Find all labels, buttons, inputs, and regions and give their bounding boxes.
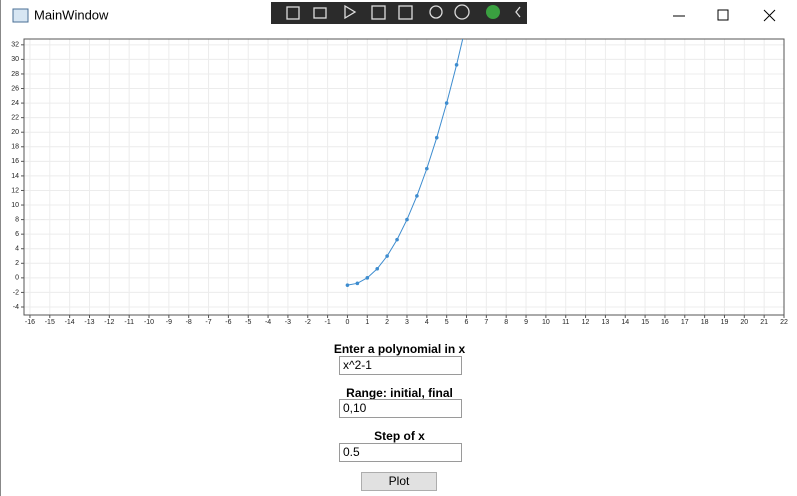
x-tick-label: -13 xyxy=(84,319,94,326)
app-icon xyxy=(12,8,29,23)
y-tick-label: 24 xyxy=(11,100,19,107)
x-tick-label: 21 xyxy=(760,319,768,326)
marker xyxy=(395,237,399,242)
x-tick-label: 6 xyxy=(465,319,469,326)
window-title: MainWindow xyxy=(34,7,109,22)
y-tick-label: 14 xyxy=(11,173,19,180)
marker xyxy=(375,266,380,271)
chart: MainWindow -4-20246810121416182022242628… xyxy=(11,2,788,326)
x-tick-label: -7 xyxy=(205,319,211,326)
x-tick-label: -3 xyxy=(285,319,291,326)
x-tick-label: 4 xyxy=(425,319,429,326)
y-tick-label: 26 xyxy=(11,85,19,92)
x-tick-label: 17 xyxy=(681,319,689,326)
marker xyxy=(345,283,350,287)
y-tick-label: 18 xyxy=(11,144,19,151)
x-tick-label: -14 xyxy=(65,319,75,326)
x-tick-label: 19 xyxy=(721,319,729,326)
close-button[interactable] xyxy=(763,9,776,22)
polynomial-label: Enter a polynomial in x xyxy=(333,342,466,356)
y-tick-label: 2 xyxy=(15,260,19,267)
x-tick-label: -16 xyxy=(25,319,35,326)
y-tick-label: 12 xyxy=(11,187,19,194)
x-tick-label: -9 xyxy=(166,319,172,326)
marker xyxy=(415,194,419,198)
marker xyxy=(444,101,449,105)
x-tick-label: 10 xyxy=(542,319,550,326)
maximize-button[interactable] xyxy=(717,9,729,21)
marker xyxy=(434,135,439,140)
x-tick-label: 12 xyxy=(582,319,590,326)
y-tick-label: 32 xyxy=(11,42,19,49)
x-tick-label: -15 xyxy=(45,319,55,326)
x-tick-label: -10 xyxy=(144,319,154,326)
plot-button[interactable]: Plot xyxy=(361,472,437,491)
marker xyxy=(355,281,360,286)
y-tick-label: 6 xyxy=(15,231,19,238)
x-tick-label: 3 xyxy=(405,319,409,326)
toolbar-check xyxy=(486,5,500,19)
x-tick-label: -11 xyxy=(124,319,134,326)
y-tick-label: 4 xyxy=(15,246,19,253)
polynomial-input[interactable]: x^2-1 xyxy=(339,356,462,375)
x-tick-label: -1 xyxy=(324,319,330,326)
marker xyxy=(405,217,409,222)
step-label: Step of x xyxy=(374,429,425,443)
y-tick-label: 28 xyxy=(11,71,19,78)
range-label: Range: initial, final xyxy=(346,386,453,400)
y-tick-label: 22 xyxy=(11,114,19,121)
x-tick-label: 20 xyxy=(740,319,748,326)
x-tick-label: 18 xyxy=(701,319,709,326)
x-tick-label: 1 xyxy=(365,319,369,326)
y-tick-label: 16 xyxy=(11,158,19,165)
x-tick-label: 16 xyxy=(661,319,669,326)
x-tick-label: 9 xyxy=(524,319,528,326)
y-tick-label: 10 xyxy=(11,202,19,209)
x-tick-label: -5 xyxy=(245,319,251,326)
y-tick-label: 30 xyxy=(11,56,19,63)
marker xyxy=(365,276,370,280)
x-tick-label: 22 xyxy=(780,319,788,326)
x-tick-label: 5 xyxy=(445,319,449,326)
plot-area xyxy=(23,38,785,316)
x-tick-label: 8 xyxy=(504,319,508,326)
series-group xyxy=(345,39,464,287)
x-tick-label: 11 xyxy=(562,319,569,326)
x-tick-label: -8 xyxy=(186,319,192,326)
x-tick-label: -4 xyxy=(265,319,271,326)
step-input[interactable]: 0.5 xyxy=(339,443,462,462)
x-tick-label: -12 xyxy=(104,319,114,326)
y-tick-label: 0 xyxy=(15,275,19,282)
y-tick-label: 8 xyxy=(15,216,19,223)
y-tick-label: -4 xyxy=(13,304,19,311)
x-tick-label: 13 xyxy=(602,319,610,326)
x-tick-label: -2 xyxy=(305,319,311,326)
x-tick-label: 2 xyxy=(385,319,389,326)
x-tick-label: 14 xyxy=(621,319,629,326)
x-tick-label: 15 xyxy=(641,319,649,326)
toolbar-icons xyxy=(286,4,521,20)
y-tick-label: -2 xyxy=(13,289,19,296)
range-input[interactable]: 0,10 xyxy=(339,399,462,418)
x-tick-label: 7 xyxy=(484,319,488,326)
marker xyxy=(425,166,429,171)
marker xyxy=(385,254,389,258)
marker xyxy=(454,63,459,67)
x-tick-label: 0 xyxy=(345,319,349,326)
x-tick-label: -6 xyxy=(225,319,231,326)
y-tick-label: 20 xyxy=(11,129,19,136)
